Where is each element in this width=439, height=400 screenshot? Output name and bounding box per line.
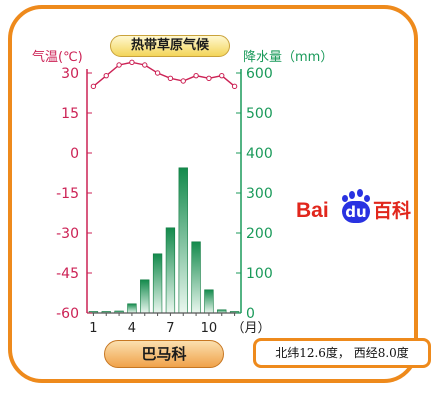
- temperature-tick-label: -15: [56, 186, 79, 202]
- month-tick-label: 1: [89, 321, 97, 336]
- temperature-point-6: [154, 70, 161, 76]
- temperature-tick-label: -30: [56, 226, 79, 242]
- month-tick-label: 7: [166, 321, 174, 336]
- precipitation-tick-label: 300: [246, 186, 273, 202]
- temperature-tick-label: 30: [61, 66, 79, 82]
- temperature-tick-label: 15: [61, 106, 79, 122]
- logo-text-baike: 百科: [373, 200, 412, 222]
- precipitation-bar-4: [127, 303, 137, 314]
- temperature-line: [92, 61, 236, 87]
- precipitation-bar-8: [178, 167, 188, 314]
- paw-dot: [364, 195, 370, 202]
- temperature-point-10: [206, 75, 212, 82]
- temperature-point-2: [103, 72, 109, 79]
- temperature-tick-label: -45: [56, 266, 79, 282]
- precipitation-axis-title: 降水量（mm）: [243, 50, 334, 65]
- paw-dot: [357, 189, 363, 197]
- precipitation-bar-10: [204, 289, 214, 314]
- precipitation-tick-label: 500: [246, 106, 273, 122]
- baidu-baike-logo: Bai du 百科: [296, 189, 416, 230]
- precipitation-tick-label: 100: [246, 266, 273, 282]
- temperature-axis-title: 气温(℃): [32, 50, 83, 65]
- temperature-point-12: [231, 83, 238, 90]
- temperature-point-9: [193, 72, 199, 79]
- precipitation-bar-9: [191, 241, 201, 314]
- precipitation-tick-label: 0: [246, 306, 255, 322]
- paw-dot: [349, 191, 355, 199]
- logo-text-du: du: [342, 201, 370, 223]
- temperature-point-11: [219, 72, 225, 79]
- temperature-tick-label: 0: [70, 146, 79, 162]
- temperature-point-1: [90, 83, 97, 90]
- precipitation-tick-label: 200: [246, 226, 273, 242]
- temperature-point-4: [129, 59, 135, 66]
- precipitation-bar-6: [152, 253, 163, 314]
- month-tick-label: 4: [128, 321, 136, 336]
- chart-frame: [8, 5, 418, 383]
- temperature-point-3: [116, 62, 122, 68]
- month-tick-label: 10: [201, 321, 218, 336]
- temperature-point-7: [167, 75, 174, 82]
- precipitation-tick-label: 400: [246, 146, 273, 162]
- chart-title: 热带草原气候: [110, 35, 230, 57]
- paw-dot: [342, 195, 348, 202]
- temperature-point-5: [142, 62, 148, 68]
- precipitation-bar-5: [140, 279, 150, 314]
- precipitation-tick-label: 600: [246, 66, 273, 82]
- coordinates-box: 北纬12.6度， 西经8.0度: [253, 338, 431, 368]
- temperature-point-8: [180, 78, 186, 84]
- city-label: 巴马科: [104, 340, 224, 368]
- month-tick-label: （月）: [231, 321, 270, 336]
- temperature-tick-label: -60: [56, 306, 79, 322]
- logo-text-bai: Bai: [296, 199, 329, 222]
- precipitation-bar-7: [165, 227, 176, 314]
